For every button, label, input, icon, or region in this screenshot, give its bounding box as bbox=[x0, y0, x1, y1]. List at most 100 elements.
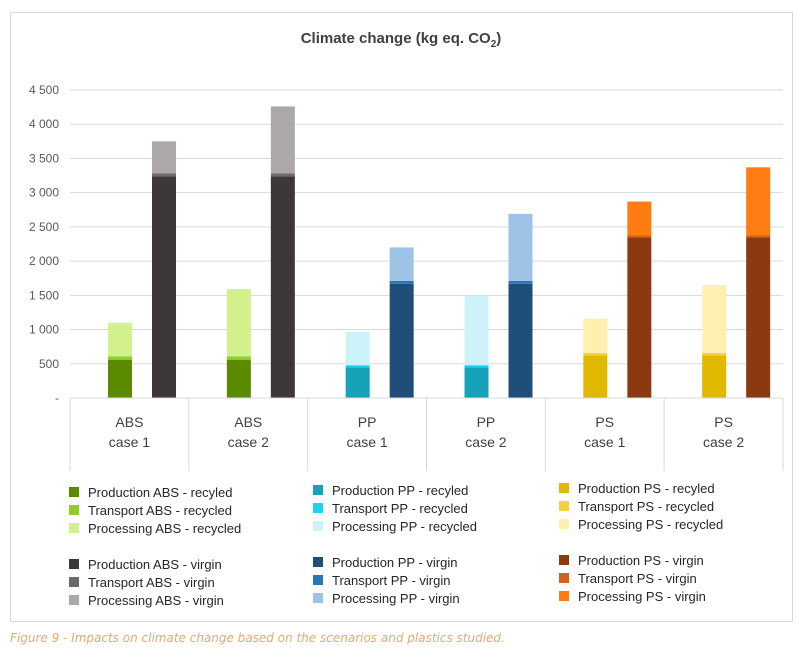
y-tick-label: 3 000 bbox=[29, 186, 59, 200]
legend-group: Production PP - recyled Transport PP - re… bbox=[313, 481, 477, 607]
legend-item: Production ABS - virgin bbox=[69, 555, 241, 573]
legend-swatch bbox=[559, 501, 569, 511]
bar-segment bbox=[345, 367, 370, 398]
bar-segment bbox=[226, 356, 251, 360]
bar-segment bbox=[345, 365, 370, 368]
legend-swatch bbox=[69, 487, 79, 497]
x-tick-label: PS bbox=[595, 414, 614, 430]
legend-swatch bbox=[559, 555, 569, 565]
bars bbox=[108, 106, 771, 398]
legend-item: Production PS - recyled bbox=[559, 479, 723, 497]
bar-segment bbox=[152, 176, 176, 398]
legend-item: Transport ABS - virgin bbox=[69, 573, 241, 591]
legend-swatch bbox=[313, 593, 323, 603]
legend-item: Processing PS - virgin bbox=[559, 587, 723, 605]
legend-item: Production ABS - recyled bbox=[69, 483, 241, 501]
bar-segment bbox=[389, 280, 414, 284]
legend-swatch bbox=[559, 519, 569, 529]
figure-caption: Figure 9 - Impacts on climate change bas… bbox=[10, 631, 505, 645]
x-tick-label: case 2 bbox=[228, 434, 269, 450]
legend-label: Transport PS - recycled bbox=[578, 498, 715, 514]
x-tick-label: case 2 bbox=[703, 434, 744, 450]
x-tick-label: ABS bbox=[234, 414, 262, 430]
x-tick-label: ABS bbox=[115, 414, 143, 430]
legend-item: Production PP - virgin bbox=[313, 553, 477, 571]
bar-segment bbox=[345, 331, 370, 366]
bar-segment bbox=[746, 167, 771, 236]
bar-segment bbox=[389, 283, 414, 398]
x-tick-label: case 1 bbox=[584, 434, 625, 450]
bar-segment bbox=[508, 213, 533, 281]
bar-segment bbox=[226, 359, 251, 398]
bar-segment bbox=[583, 352, 608, 356]
legend-label: Production PS - virgin bbox=[578, 552, 704, 568]
y-axis-ticks: - 500 1 000 1 500 2 000 2 500 3 000 3 500 4 000 4… bbox=[29, 83, 59, 405]
bar-segment bbox=[702, 355, 727, 398]
legend-item: Processing PP - recycled bbox=[313, 517, 477, 535]
x-tick-label: PP bbox=[358, 414, 377, 430]
y-tick-label: 2 000 bbox=[29, 254, 59, 268]
y-tick-label: 500 bbox=[39, 357, 59, 371]
legend-label: Transport ABS - virgin bbox=[88, 574, 215, 590]
bar-segment bbox=[108, 359, 132, 398]
chart-title-suffix: ) bbox=[496, 30, 501, 47]
legend-swatch bbox=[313, 557, 323, 567]
legend-label: Transport ABS - recycled bbox=[88, 502, 233, 518]
legend-swatch bbox=[313, 521, 323, 531]
gridlines bbox=[70, 89, 783, 365]
legend-swatch bbox=[69, 505, 79, 515]
bar-segment bbox=[226, 289, 251, 357]
bar-segment bbox=[627, 201, 652, 236]
bar-segment bbox=[270, 106, 295, 174]
legend-swatch bbox=[69, 595, 79, 605]
legend-group: Production PS - recyled Transport PS - re… bbox=[559, 479, 723, 605]
y-tick-label: 4 500 bbox=[29, 83, 59, 97]
legend-label: Production PP - recyled bbox=[332, 482, 469, 498]
legend-swatch bbox=[69, 559, 79, 569]
chart-title: Climate change (kg eq. CO2) bbox=[301, 30, 502, 50]
chart-svg: Climate change (kg eq. CO2) - 500 1 000 1 5… bbox=[29, 30, 784, 471]
legend-swatch bbox=[69, 523, 79, 533]
legend-item: Processing ABS - virgin bbox=[69, 591, 241, 609]
legend-label: Transport PS - virgin bbox=[578, 570, 697, 586]
bar-segment bbox=[583, 355, 608, 398]
bar-segment bbox=[627, 235, 652, 238]
bar-segment bbox=[152, 141, 176, 174]
x-tick-label: case 2 bbox=[465, 434, 506, 450]
bar-segment bbox=[508, 283, 533, 398]
legend-swatch bbox=[313, 575, 323, 585]
bar-segment bbox=[702, 352, 727, 356]
y-tick-label: - bbox=[55, 391, 59, 405]
legend-item: Transport PS - virgin bbox=[559, 569, 723, 587]
y-tick-label: 2 500 bbox=[29, 220, 59, 234]
y-tick-label: 1 000 bbox=[29, 323, 59, 337]
legend-label: Processing PP - virgin bbox=[332, 590, 460, 606]
x-tick-label: case 1 bbox=[109, 434, 150, 450]
legend-item: Processing PS - recycled bbox=[559, 515, 723, 533]
legend-item: Production PS - virgin bbox=[559, 551, 723, 569]
legend-item: Transport PP - virgin bbox=[313, 571, 477, 589]
legend-label: Production ABS - virgin bbox=[88, 556, 222, 572]
chart-title-main: Climate change (kg eq. CO bbox=[301, 30, 491, 47]
legend-swatch bbox=[559, 483, 569, 493]
bar-segment bbox=[464, 296, 489, 366]
legend-item: Production PP - recyled bbox=[313, 481, 477, 499]
legend-label: Processing PS - recycled bbox=[578, 516, 724, 532]
legend-item: Transport PP - recycled bbox=[313, 499, 477, 517]
bar-segment bbox=[627, 237, 652, 398]
bar-segment bbox=[464, 365, 489, 368]
legend-label: Processing ABS - virgin bbox=[88, 592, 224, 608]
legend-item: Transport ABS - recycled bbox=[69, 501, 241, 519]
legend-swatch bbox=[559, 591, 569, 601]
legend-group: Production ABS - recyled Transport ABS - … bbox=[69, 483, 241, 609]
bar-segment bbox=[108, 322, 132, 357]
bar-segment bbox=[152, 173, 176, 177]
legend-label: Production PS - recyled bbox=[578, 480, 715, 496]
legend-swatch bbox=[69, 577, 79, 587]
chart-title-subscript: 2 bbox=[491, 39, 497, 50]
legend-item: Processing ABS - recycled bbox=[69, 519, 241, 537]
y-tick-label: 1 500 bbox=[29, 288, 59, 302]
bar-segment bbox=[389, 247, 414, 281]
legend-item: Processing PP - virgin bbox=[313, 589, 477, 607]
legend-swatch bbox=[559, 573, 569, 583]
